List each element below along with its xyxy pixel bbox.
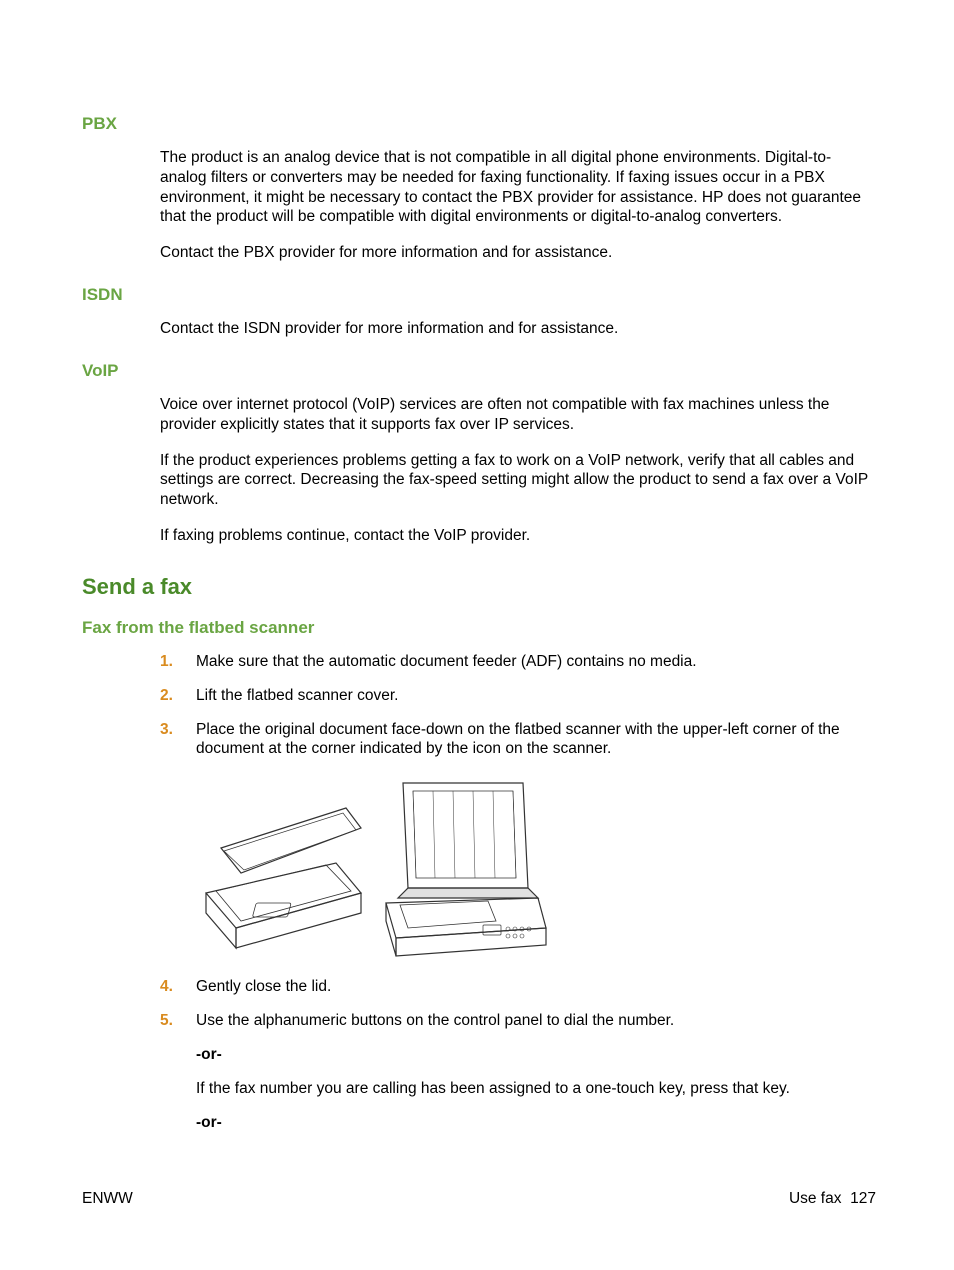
step-5-onetouch: If the fax number you are calling has be… [196,1079,876,1099]
scanner-illustrations [196,773,876,963]
flatbed-steps-list-cont: 4. Gently close the lid. 5. Use the alph… [160,977,876,1132]
footer-page-number: 127 [850,1190,876,1207]
step-5-or-1: -or- [196,1045,876,1065]
heading-voip: VoIP [82,361,876,381]
flatbed-steps-list: 1. Make sure that the automatic document… [160,652,876,759]
document-page: PBX The product is an analog device that… [0,0,954,1132]
step-2-number: 2. [160,686,196,706]
step-1-number: 1. [160,652,196,672]
step-3-number: 3. [160,720,196,760]
step-3: 3. Place the original document face-down… [160,720,876,760]
footer-section-label: Use fax [789,1190,842,1207]
pbx-body: The product is an analog device that is … [160,148,876,263]
scanner-adf-open-icon [378,773,548,963]
footer-left: ENWW [82,1190,133,1208]
heading-send-a-fax: Send a fax [82,574,876,600]
step-4: 4. Gently close the lid. [160,977,876,997]
voip-para-2: If the product experiences problems gett… [160,451,876,510]
step-1-text: Make sure that the automatic document fe… [196,652,876,672]
isdn-para-1: Contact the ISDN provider for more infor… [160,319,876,339]
pbx-para-1: The product is an analog device that is … [160,148,876,227]
isdn-body: Contact the ISDN provider for more infor… [160,319,876,339]
step-4-text: Gently close the lid. [196,977,876,997]
page-footer: ENWW Use fax 127 [82,1190,876,1208]
step-5-number: 5. [160,1011,196,1132]
step-5-text: Use the alphanumeric buttons on the cont… [196,1012,674,1029]
step-5-body: Use the alphanumeric buttons on the cont… [196,1011,876,1132]
footer-right: Use fax 127 [789,1190,876,1208]
heading-fax-flatbed: Fax from the flatbed scanner [82,618,876,638]
step-4-number: 4. [160,977,196,997]
voip-para-3: If faxing problems continue, contact the… [160,526,876,546]
step-2: 2. Lift the flatbed scanner cover. [160,686,876,706]
step-5-or-2: -or- [196,1113,876,1133]
step-1: 1. Make sure that the automatic document… [160,652,876,672]
heading-pbx: PBX [82,114,876,134]
scanner-open-lid-icon [196,773,366,963]
heading-isdn: ISDN [82,285,876,305]
step-5: 5. Use the alphanumeric buttons on the c… [160,1011,876,1132]
step-3-text: Place the original document face-down on… [196,720,876,760]
voip-para-1: Voice over internet protocol (VoIP) serv… [160,395,876,435]
voip-body: Voice over internet protocol (VoIP) serv… [160,395,876,546]
pbx-para-2: Contact the PBX provider for more inform… [160,243,876,263]
step-2-text: Lift the flatbed scanner cover. [196,686,876,706]
